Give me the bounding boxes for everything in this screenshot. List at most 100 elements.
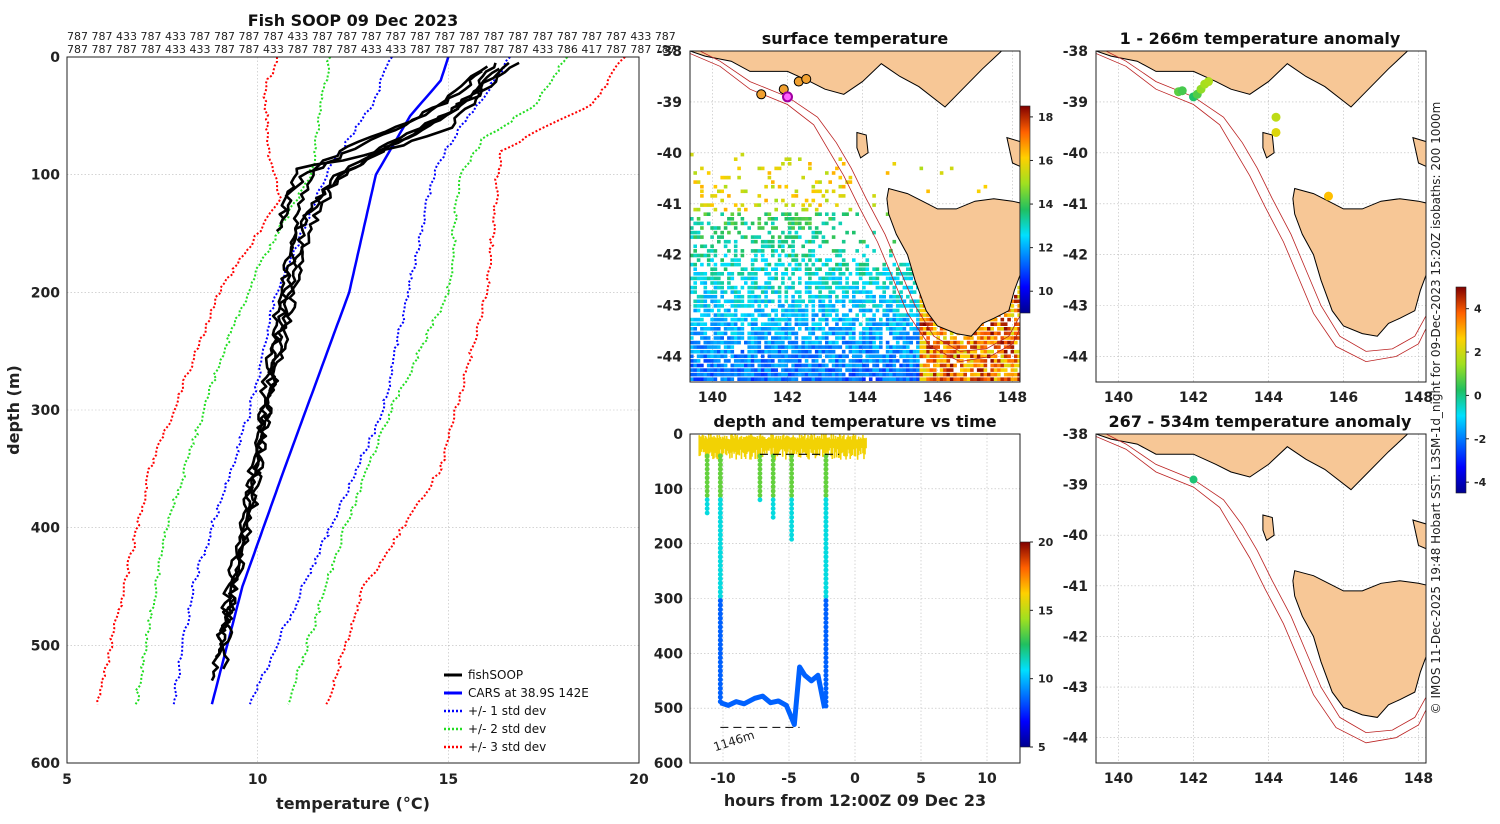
- sst-cell: [841, 272, 846, 276]
- sst-cell: [926, 368, 930, 372]
- sst-cell: [784, 212, 789, 216]
- sst-cell: [1014, 372, 1018, 377]
- sst-cell: [818, 230, 822, 235]
- depth-time-deep-ascent: [823, 549, 829, 555]
- sst-cell: [885, 368, 890, 372]
- anom-deep-ytick: -38: [1063, 427, 1088, 443]
- sst-cell: [798, 308, 802, 313]
- sst-cell: [956, 340, 961, 345]
- sst-cell: [835, 377, 839, 381]
- sst-cell: [852, 285, 856, 290]
- sst-cell: [906, 372, 910, 377]
- sst-cell: [1014, 368, 1018, 372]
- sst-cell: [693, 235, 697, 239]
- sst-cell: [804, 290, 809, 294]
- sst-cell: [814, 189, 819, 194]
- sst-cell: [774, 207, 778, 212]
- sst-cell: [713, 290, 718, 294]
- sst-cell: [858, 336, 863, 340]
- sst-cell: [933, 349, 937, 354]
- depth-time-profile-sample: [789, 484, 795, 490]
- depth-time-deep-ascent: [823, 576, 829, 582]
- sst-cell: [933, 331, 937, 336]
- sst-cell: [885, 354, 890, 359]
- profile-ylabel: depth (m): [4, 365, 23, 455]
- sst-cell: [754, 359, 758, 363]
- sst-cell: [885, 327, 890, 331]
- sst-cell: [845, 354, 849, 359]
- sst-cell: [892, 377, 897, 381]
- sst-cell: [828, 290, 832, 294]
- sst-cell: [845, 327, 849, 331]
- sst-cell: [831, 171, 836, 175]
- sst-cell: [946, 359, 951, 363]
- depth-time-deep-ascent: [823, 642, 829, 648]
- sst-cell: [912, 359, 917, 363]
- sst-cell: [835, 345, 839, 349]
- sst-cell: [798, 281, 802, 285]
- sst-cell: [798, 299, 802, 304]
- sst-cell: [690, 377, 694, 381]
- sst-cell: [804, 313, 809, 317]
- sst-cell: [899, 281, 903, 285]
- depth-time-deep-descent: [717, 606, 723, 612]
- sst-cell: [1017, 308, 1020, 313]
- sst-cell: [987, 331, 991, 336]
- sst-cell: [872, 304, 876, 308]
- sst-cell: [723, 317, 728, 322]
- anom-shallow-title: 1 - 266m temperature anomaly: [1120, 29, 1401, 48]
- sst-cell: [929, 331, 934, 336]
- sst-cell: [922, 327, 927, 331]
- sst-cell: [791, 285, 795, 290]
- sst-cell: [760, 299, 765, 304]
- sst-cell: [747, 290, 751, 294]
- sst-cell: [787, 212, 792, 216]
- sst-cell: [706, 276, 711, 281]
- sst-cell: [760, 372, 765, 377]
- sst-cell: [882, 313, 886, 317]
- sst-cell: [720, 363, 724, 368]
- sst-cell: [990, 317, 994, 322]
- sst-cell: [976, 189, 981, 194]
- sst-cell: [696, 354, 701, 359]
- sst-cell: [720, 349, 724, 354]
- sst-cell: [825, 340, 829, 345]
- sst-cell: [838, 327, 843, 331]
- sst-cell: [831, 217, 836, 221]
- sst-cell: [740, 372, 745, 377]
- sst-cell: [912, 377, 917, 381]
- sst-cell: [713, 322, 718, 326]
- sst-cell: [845, 267, 849, 271]
- sst-cell: [706, 336, 711, 340]
- sst-cell: [784, 317, 789, 322]
- sst-cell: [706, 354, 711, 359]
- sst-cell: [794, 308, 799, 313]
- sst-cell: [693, 267, 697, 271]
- sst-cell: [825, 331, 829, 336]
- sst-cell: [919, 327, 924, 331]
- sst-cell: [791, 331, 795, 336]
- sst-cell: [993, 331, 998, 336]
- sst-cell: [784, 253, 789, 258]
- sst-cell: [764, 299, 768, 304]
- sst-cell: [872, 230, 876, 235]
- anom-deep-xtick: 146: [1329, 771, 1358, 787]
- sst-cell: [696, 345, 701, 349]
- sst-cell: [872, 354, 876, 359]
- sst-cell: [760, 244, 765, 249]
- sst-cell: [922, 308, 927, 313]
- sst-cell: [794, 372, 799, 377]
- depth-time-deep-descent: [717, 633, 723, 639]
- sst-cell: [727, 272, 731, 276]
- sst-cell: [970, 377, 974, 381]
- sst-cell: [838, 368, 843, 372]
- sst-cell: [730, 331, 735, 336]
- sst-cell: [852, 372, 856, 377]
- sst-cell: [690, 152, 694, 157]
- sst-cell: [700, 372, 704, 377]
- depth-time-deep-descent: [717, 677, 723, 683]
- sst-cell: [791, 349, 795, 354]
- sst-cell: [744, 317, 748, 322]
- sst-cell: [1017, 299, 1020, 304]
- sst-cell: [889, 354, 893, 359]
